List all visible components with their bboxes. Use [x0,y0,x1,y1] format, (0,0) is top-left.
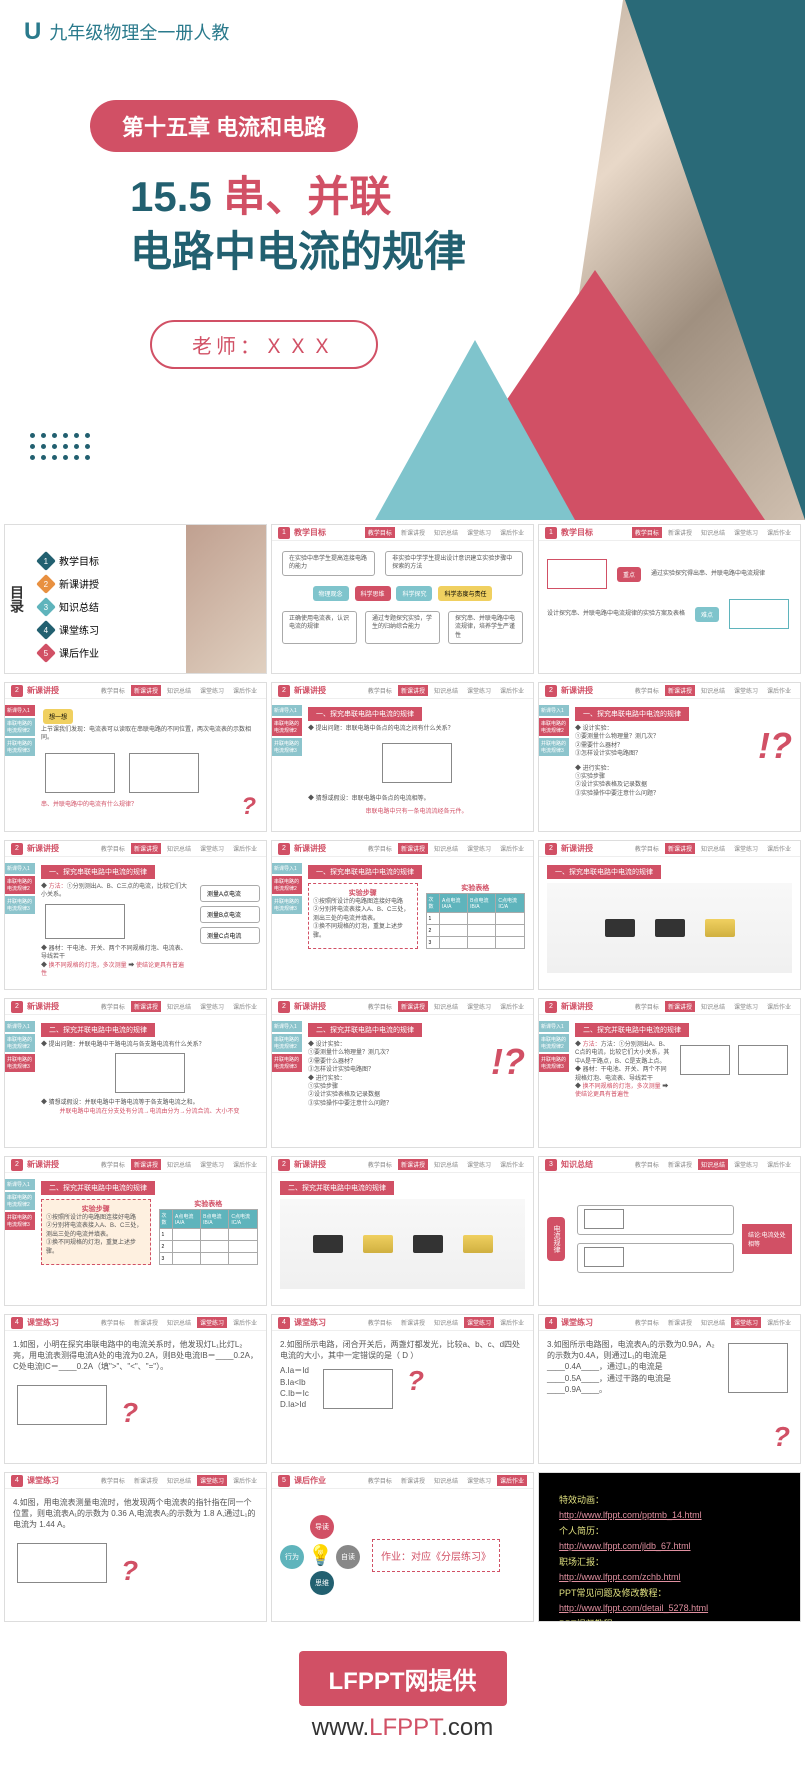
toc-item: 4课堂练习 [39,622,176,637]
circuit-diagram [45,904,125,939]
exercise-slide: 4课堂练习教学目标新课讲授知识总结课堂练习课后作业 3.如图所示电路图，电流表A… [538,1314,801,1464]
circuit-diagram [17,1543,107,1583]
footer-pill: LFPPT网提供 [299,1651,507,1706]
link[interactable]: http://www.lfppt.com/pptmb_14.html [559,1510,780,1520]
lesson-slide: 2新课讲授教学目标新课讲授知识总结课堂练习课后作业 一、探究串联电路中电流的规律 [538,840,801,990]
circuit-diagram [129,753,199,793]
toc-slide: 目录 1教学目标 2新课讲授 3知识总结 4课堂练习 5课后作业 [4,524,267,674]
brand: U 九年级物理全一册人教 [24,18,229,46]
lesson-slide: 2新课讲授教学目标新课讲授知识总结课堂练习课后作业 新课导入1串联电路的电流规律… [4,840,267,990]
circuit-diagram [728,1343,788,1393]
teacher-pill: 老师：ＸＸＸ [150,320,378,369]
experiment-photo [547,883,792,973]
links-slide: 特效动画：http://www.lfppt.com/pptmb_14.html … [538,1472,801,1622]
toc-item: 5课后作业 [39,645,176,660]
toc-image [186,525,266,673]
goals-slide-1: 1教学目标教学目标新课讲授知识总结课堂练习课后作业 在实验中串学生提高连接电路的… [271,524,534,674]
link[interactable]: http://www.lfppt.com/detail_5278.html [559,1603,780,1613]
summary-node [577,1205,734,1235]
lesson-slide: 2新课讲授教学目标新课讲授知识总结课堂练习课后作业 新课导入1串联电路的电流规律… [4,998,267,1148]
toc-item: 2新课讲授 [39,576,176,591]
question-icon: !? [758,725,792,798]
question-icon: ? [121,1397,138,1429]
circuit-diagram [382,743,452,783]
data-table: 次数A点电流 IA/AB点电流 IB/AC点电流 IC/A 1 2 3 [159,1209,259,1265]
lesson-slide: 2新课讲授教学目标新课讲授知识总结课堂练习课后作业 二、探究并联电路中电流的规律 [271,1156,534,1306]
lesson-slide: 2新课讲授教学目标新课讲授知识总结课堂练习课后作业 新课导入1串联电路的电流规律… [271,840,534,990]
lesson-slide: 2新课讲授教学目标新课讲授知识总结课堂练习课后作业 新课导入1串联电路的电流规律… [538,682,801,832]
circuit-icon [547,559,607,589]
lesson-slide: 2新课讲授教学目标新课讲授知识总结课堂练习课后作业 新课导入1串联电路的电流规律… [538,998,801,1148]
link[interactable]: http://www.lfppt.com/zchb.html [559,1572,780,1582]
question-icon: !? [491,1041,525,1108]
question-icon: ? [121,1555,138,1587]
question-icon: ? [773,1421,790,1453]
exercise-slide: 4课堂练习教学目标新课讲授知识总结课堂练习课后作业 1.如图，小明在探究串联电路… [4,1314,267,1464]
brand-logo: U [24,18,41,46]
lesson-slide: 2新课讲授教学目标新课讲授知识总结课堂练习课后作业 新课导入1串联电路的电流规律… [271,682,534,832]
experiment-photo [280,1199,525,1289]
goals-slide-2: 1教学目标教学目标新课讲授知识总结课堂练习课后作业 重点 通过实验探究得出串、并… [538,524,801,674]
summary-note: 结论:电流处处相等 [742,1224,792,1254]
circuit-diagram [738,1045,788,1075]
exercise-slide: 4课堂练习教学目标新课讲授知识总结课堂练习课后作业 2.如图所示电路，闭合开关后… [271,1314,534,1464]
summary-slide: 3知识总结教学目标新课讲授知识总结课堂练习课后作业 电流规律 结论:电流处处相等 [538,1156,801,1306]
question-icon: ? [241,793,256,821]
homework-slide: 5课后作业教学目标新课讲授知识总结课堂练习课后作业 导读 行为 自读 思维 💡 … [271,1472,534,1622]
lesson-slide: 2新课讲授教学目标新课讲授知识总结课堂练习课后作业 新课导入1串联电路的电流规律… [271,998,534,1148]
dot-grid [30,433,90,460]
brand-text: 九年级物理全一册人教 [49,19,229,45]
main-title: 15.5 串、并联 电路中电流的规律 [130,170,466,279]
lesson-slide: 2新课讲授教学目标新课讲授知识总结课堂练习课后作业 新课导入1串联电路的电流规律… [4,1156,267,1306]
data-table: 次数A点电流 IA/AB点电流 IB/AC点电流 IC/A 1 2 3 [426,893,526,949]
triangle-cyan [375,340,575,520]
question-icon: ? [407,1365,424,1413]
circuit-diagram [115,1053,185,1093]
lesson-slide: 2新课讲授教学目标新课讲授知识总结课堂练习课后作业 新课导入1串联电路的电流规律… [4,682,267,832]
circuit-diagram [680,1045,730,1075]
toc-heading: 目录 [5,525,29,673]
hero-slide: U 九年级物理全一册人教 第十五章 电流和电路 15.5 串、并联 电路中电流的… [0,0,805,520]
summary-node [577,1243,734,1273]
toc-item: 1教学目标 [39,553,176,568]
footer-url: www.LFPPT.com [312,1714,493,1742]
brand-footer: LFPPT网提供 www.LFPPT.com [0,1626,805,1766]
circuit-diagram [323,1369,393,1409]
toc-list: 1教学目标 2新课讲授 3知识总结 4课堂练习 5课后作业 [29,525,186,673]
exercise-slide: 4课堂练习教学目标新课讲授知识总结课堂练习课后作业 4.如图，用电流表测量电流时… [4,1472,267,1622]
circuit-diagram [45,753,115,793]
lightbulb-icon: 💡 [308,1543,333,1568]
chapter-pill: 第十五章 电流和电路 [90,100,358,152]
circuit-diagram [17,1385,107,1425]
circuit-icon [729,599,789,629]
toc-item: 3知识总结 [39,599,176,614]
link[interactable]: http://www.lfppt.com/jldb_67.html [559,1541,780,1551]
